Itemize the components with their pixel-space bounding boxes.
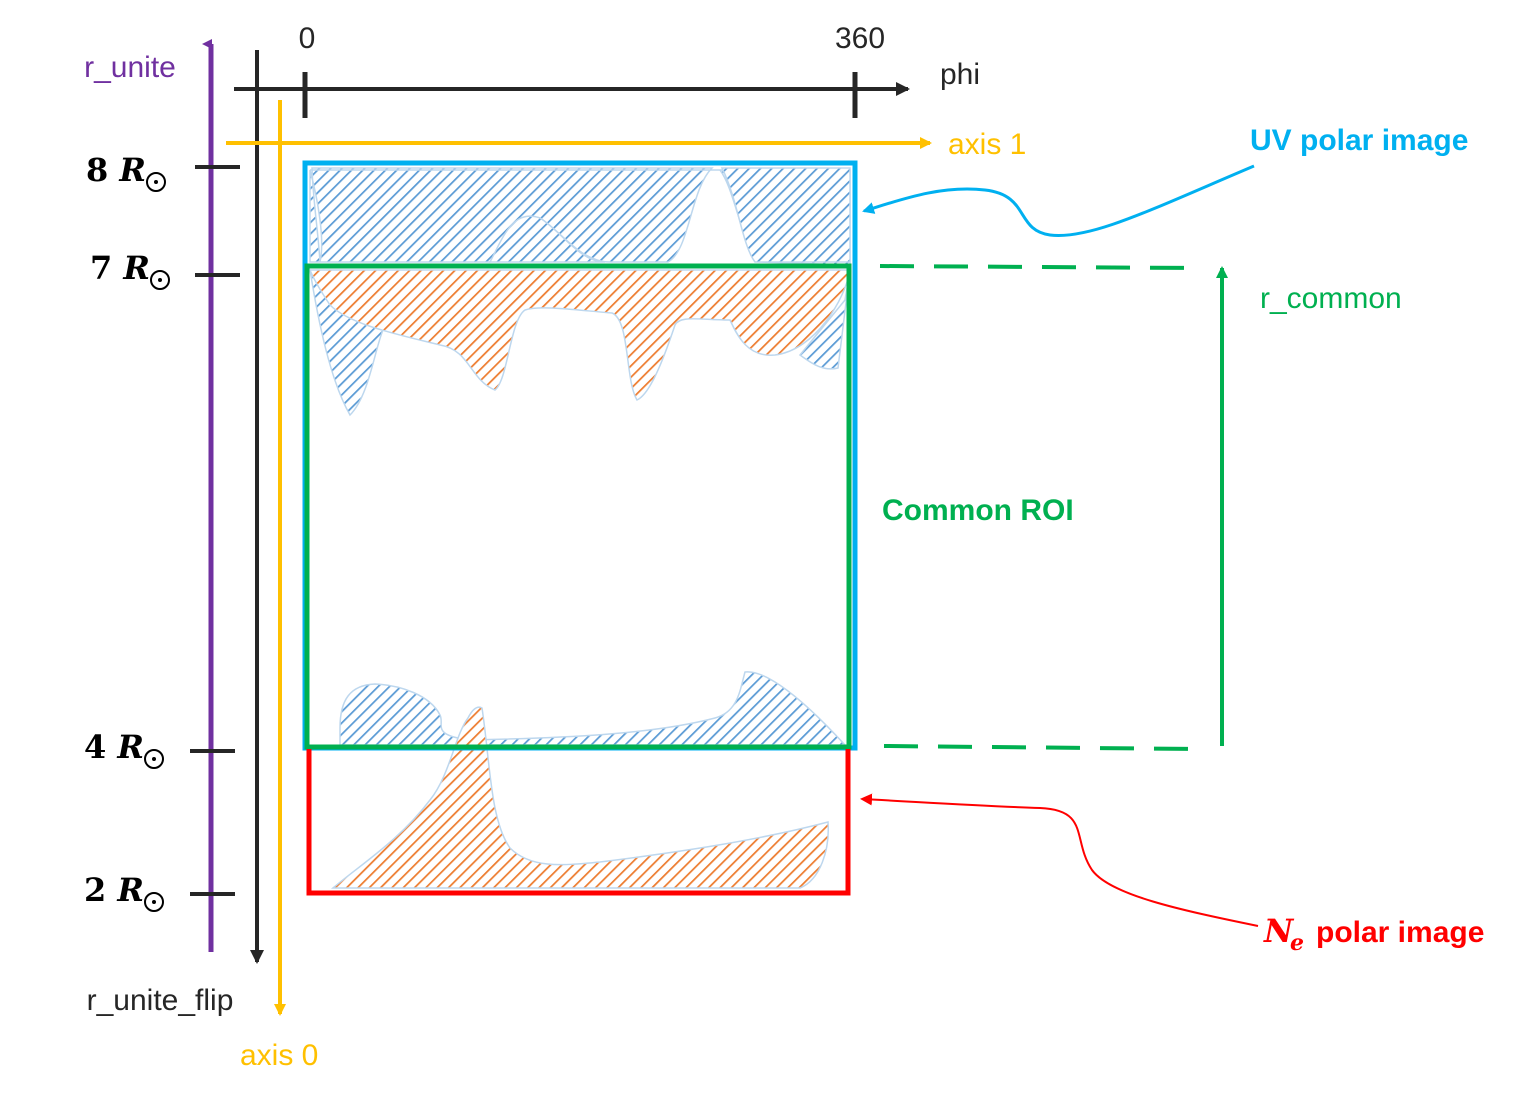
uv-top-center-hatch (488, 215, 606, 263)
ne-polar-image-frame (306, 749, 851, 896)
phi-label: phi (940, 58, 980, 91)
r-common-bottom-dash (883, 744, 1199, 751)
r-unite-flip-label: r_unite_flip (87, 984, 234, 1017)
uv-bottom-hatch (339, 671, 847, 746)
radius-tick-label-2: 2 R (84, 871, 164, 912)
ne-bottom-hatch (330, 706, 829, 889)
r-unite-label: r_unite (84, 51, 176, 84)
uv-pointer-arrow (862, 164, 1255, 238)
uv-under-hatch (308, 267, 851, 417)
phi-tick-label-0: 0 (299, 22, 316, 55)
r-common-label: r_common (1260, 282, 1402, 315)
axis-1-label: axis 1 (948, 128, 1026, 161)
ne-pointer-arrow (860, 793, 1259, 927)
svg-text:7 R: 7 R (90, 249, 150, 287)
r-common-top-dash (879, 264, 1199, 270)
svg-text:N: N (1263, 912, 1295, 950)
phi-tick-label-360: 360 (835, 22, 885, 55)
ne-top-hatch (308, 269, 851, 401)
svg-text:e: e (1290, 930, 1304, 956)
common-roi-label: Common ROI (882, 494, 1074, 527)
radius-tick-label-8: 8 R (86, 151, 166, 192)
common-roi-frame (304, 263, 852, 750)
svg-text:polar image: polar image (1316, 916, 1484, 949)
ne-polar-image-label: N e polar image (1263, 912, 1484, 956)
svg-text:8 R: 8 R (86, 151, 146, 189)
radius-tick-label-7: 7 R (90, 249, 170, 290)
uv-top-right-hatch (720, 167, 851, 263)
svg-text:2 R: 2 R (84, 871, 144, 909)
radius-tick-label-4: 4 R (84, 728, 164, 769)
axis-0-label: axis 0 (240, 1039, 318, 1072)
svg-text:4 R: 4 R (84, 728, 144, 766)
uv-polar-image-label: UV polar image (1250, 124, 1468, 157)
